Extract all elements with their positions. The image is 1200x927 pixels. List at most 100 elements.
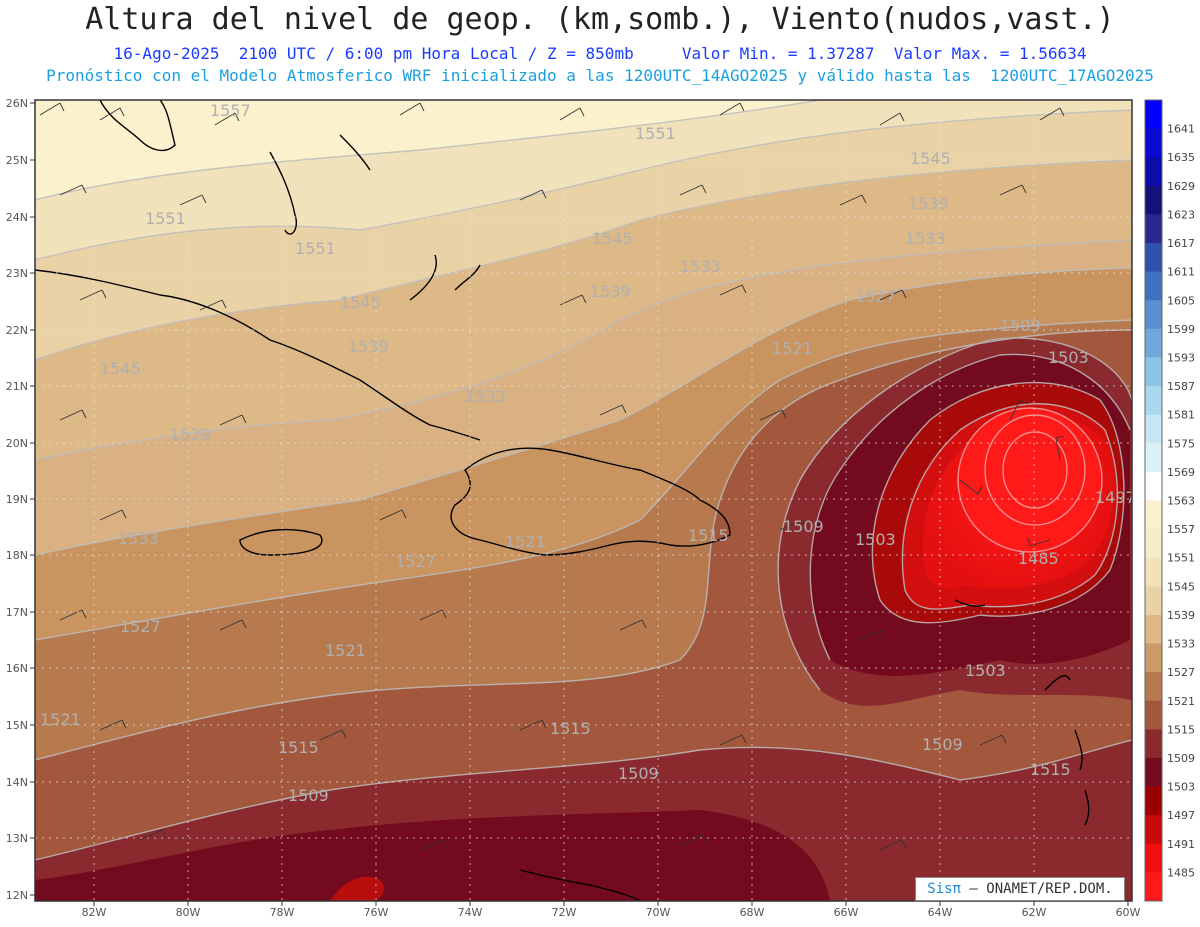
colorbar-swatch [1145, 843, 1162, 873]
lat-label: 14N [6, 776, 28, 789]
contour-label: 1521 [40, 710, 81, 729]
colorbar-swatch [1145, 529, 1162, 559]
colorbar-swatch [1145, 815, 1162, 845]
lon-label: 60W [1116, 906, 1141, 919]
lon-label: 68W [740, 906, 765, 919]
contour-label: 1527 [855, 287, 896, 306]
lon-axis: 82W 80W 78W 76W 74W 72W 70W 68W 66W 64W … [82, 906, 1141, 919]
lat-label: 18N [6, 549, 28, 562]
contour-lines [35, 100, 1132, 861]
lon-label: 76W [364, 906, 389, 919]
contour-label: 1509 [288, 786, 329, 805]
colorbar-swatch [1145, 243, 1162, 273]
colorbar-swatch [1145, 100, 1162, 130]
min-max-values: Valor Min. = 1.37287 Valor Max. = 1.5663… [681, 44, 1087, 63]
contour-label: 1521 [325, 641, 366, 660]
contour-label: 1503 [965, 661, 1006, 680]
contour-label: 1521 [505, 532, 546, 551]
colorbar-label: 1533 [1167, 638, 1195, 651]
contour-label: 1551 [635, 124, 676, 143]
contour-label: 1539 [908, 194, 949, 213]
colorbar-label: 1527 [1167, 666, 1195, 679]
contour-label: 1515 [550, 719, 591, 738]
lon-label: 78W [270, 906, 295, 919]
lon-label: 82W [82, 906, 107, 919]
model-info: Pronóstico con el Modelo Atmosferico WRF… [46, 66, 1154, 85]
contour-label: 1533 [680, 257, 721, 276]
credit-box: Sisπ – ONAMET/REP.DOM. [915, 877, 1125, 901]
lon-label: 64W [928, 906, 953, 919]
contour-label: 1557 [210, 101, 251, 120]
contour-label: 1539 [170, 425, 211, 444]
contour-label: 1515 [278, 738, 319, 757]
colorbar-label: 1629 [1167, 180, 1195, 193]
colorbar-swatch [1145, 443, 1162, 473]
colorbar-swatch [1145, 729, 1162, 759]
lat-label: 26N [6, 97, 28, 110]
lat-label: 13N [6, 832, 28, 845]
lon-label: 80W [176, 906, 201, 919]
colorbar-label: 1485 [1167, 866, 1195, 879]
contour-label: 1497 [1095, 488, 1136, 507]
colorbar-swatch [1145, 872, 1162, 902]
colorbar-label: 1587 [1167, 380, 1195, 393]
colorbar-swatch [1145, 414, 1162, 444]
colorbar-label: 1509 [1167, 752, 1195, 765]
contour-label: 1509 [783, 517, 824, 536]
colorbar-swatch [1145, 185, 1162, 215]
colorbar-label: 1605 [1167, 294, 1195, 307]
lat-label: 19N [6, 493, 28, 506]
contour-label: 1503 [855, 530, 896, 549]
colorbar-label: 1569 [1167, 466, 1195, 479]
lat-label: 15N [6, 719, 28, 732]
contour-label: 1515 [1030, 760, 1071, 779]
colorbar-swatch [1145, 672, 1162, 702]
colorbar-swatch [1145, 700, 1162, 730]
contour-label: 1533 [118, 529, 159, 548]
lon-label: 66W [834, 906, 859, 919]
colorbar-label: 1641 [1167, 123, 1195, 136]
lat-label: 20N [6, 437, 28, 450]
colorbar-label: 1557 [1167, 523, 1195, 536]
lat-label: 23N [6, 267, 28, 280]
contour-labels: 1557 1551 1551 1551 1545 1545 1545 1545 … [40, 101, 1136, 805]
colorbar-label: 1575 [1167, 437, 1195, 450]
grid-lines [35, 100, 1132, 901]
colorbar-frame [1144, 99, 1163, 902]
colorbar-swatch [1145, 757, 1162, 788]
colorbar-swatch [1145, 557, 1162, 587]
contour-label: 1533 [465, 387, 506, 406]
colorbar-label: 1545 [1167, 580, 1195, 593]
colorbar-swatch [1145, 128, 1162, 158]
lat-label: 24N [6, 211, 28, 224]
lon-label: 72W [552, 906, 577, 919]
colorbar-label: 1539 [1167, 609, 1195, 622]
colorbar-label: 1635 [1167, 151, 1195, 164]
colorbar-swatch [1145, 214, 1162, 244]
colorbar-label: 1551 [1167, 552, 1195, 565]
geopotential-field: 1557 1551 1551 1551 1545 1545 1545 1545 … [35, 100, 1136, 901]
colorbar-label: 1503 [1167, 781, 1195, 794]
contour-label: 1539 [348, 337, 389, 356]
map-title: Altura del nivel de geop. (km,somb.), Vi… [85, 2, 1115, 37]
colorbar-swatch [1145, 786, 1162, 816]
colorbar-label: 1599 [1167, 323, 1195, 336]
colorbar-label: 1611 [1167, 266, 1195, 279]
map-frame [34, 99, 1133, 902]
contour-label: 1545 [100, 359, 141, 378]
contour-label: 1545 [592, 229, 633, 248]
contour-label: 1551 [295, 239, 336, 258]
map-subtitle: 16-Ago-2025 2100 UTC / 6:00 pm Hora Loca… [0, 44, 1200, 63]
contour-label: 1533 [905, 229, 946, 248]
lon-ticks [93, 901, 1129, 906]
colorbar-label: 1593 [1167, 351, 1195, 364]
colorbar-swatch [1145, 271, 1162, 301]
contour-label: 1509 [618, 764, 659, 783]
colorbar-label: 1491 [1167, 838, 1195, 851]
lat-label: 21N [6, 380, 28, 393]
lat-label: 17N [6, 606, 28, 619]
contour-label: 1485 [1018, 549, 1059, 568]
lat-label: 12N [6, 889, 28, 902]
contour-label: 1509 [922, 735, 963, 754]
valid-time: 16-Ago-2025 2100 UTC / 6:00 pm Hora Loca… [113, 44, 634, 63]
